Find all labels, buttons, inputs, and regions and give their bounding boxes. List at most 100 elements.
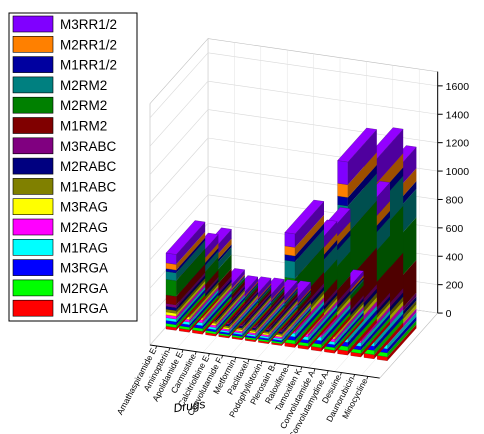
bar-segment-side	[189, 287, 219, 323]
bar-segment-side	[215, 286, 245, 322]
legend-swatch	[12, 218, 54, 236]
bar-segment-side	[242, 295, 272, 330]
gridline	[149, 109, 209, 175]
x-tick	[260, 361, 263, 365]
z-tick-label: 600	[446, 223, 464, 235]
bar-segment-side	[321, 308, 351, 345]
bar-segment-side	[374, 309, 404, 347]
bar-segment-side	[176, 222, 206, 265]
legend-label: M2RM2	[60, 98, 107, 113]
bar-segment-side	[215, 299, 245, 334]
legend-label: M2RR1/2	[60, 37, 117, 52]
bar-segment-side	[387, 316, 417, 353]
bar-segment-side	[176, 272, 206, 308]
bar-segment-side	[347, 314, 377, 351]
bar-segment-side	[308, 313, 338, 350]
legend-swatch	[12, 299, 54, 317]
bar-segment-side	[281, 301, 311, 336]
z-tick-label: 0	[446, 308, 452, 320]
bar-segment-side	[268, 307, 298, 342]
bar-segment-side	[361, 306, 390, 343]
bar-segment-side	[176, 240, 206, 281]
bar-segment-side	[255, 307, 285, 342]
z-tick-label: 1400	[446, 109, 470, 121]
bar-top	[284, 199, 325, 235]
bar-segment-side	[242, 302, 272, 337]
x-tick	[247, 359, 250, 363]
z-tick-label: 1200	[446, 138, 470, 150]
z-tick-label: 1600	[446, 81, 470, 93]
bar-segment-side	[176, 263, 206, 305]
bar-segment-side	[334, 303, 364, 339]
bar-segment-side	[176, 286, 206, 322]
bar-segment-side	[308, 310, 338, 347]
bar-segment-side	[229, 297, 258, 332]
x-tick	[208, 353, 210, 357]
bar-segment-side	[176, 295, 206, 331]
x-tick	[287, 364, 289, 369]
x-tick	[274, 362, 276, 367]
bar-segment-side	[374, 322, 404, 359]
bar-segment-side	[347, 165, 377, 206]
bar-segment-side	[295, 300, 324, 337]
bar-segment-side	[308, 304, 338, 341]
bar-segment-side	[281, 297, 311, 332]
bar-segment	[337, 183, 348, 198]
bar-segment-side	[308, 307, 338, 344]
bar-segment-side	[189, 292, 219, 328]
legend-swatch	[12, 96, 54, 114]
bar-segment-side	[321, 315, 351, 352]
bar-segment-side	[374, 317, 404, 355]
x-axis-title: Drugs	[173, 397, 207, 415]
bar-segment-side	[387, 324, 417, 361]
gridline	[207, 52, 438, 87]
bar-segment-side	[255, 294, 285, 329]
bar-segment-side	[308, 301, 338, 337]
bar-segment-side	[176, 278, 206, 314]
legend-label: M1RAG	[60, 240, 108, 255]
bar-segment	[165, 279, 177, 297]
bar-segment-side	[347, 129, 377, 185]
x-tick	[340, 372, 342, 376]
x-tick	[181, 349, 184, 353]
bar-segment-side	[202, 298, 232, 335]
bar-segment-side	[255, 297, 285, 332]
bar-segment-side	[347, 152, 377, 198]
bar-segment-side	[255, 295, 285, 330]
bar-segment-side	[387, 312, 417, 349]
bar-segment-side	[295, 223, 324, 262]
legend-label: M1RM2	[60, 119, 107, 134]
bar-segment-side	[374, 129, 404, 186]
bar-segment-side	[242, 304, 272, 339]
bar-segment-side	[334, 315, 364, 351]
bar-segment-side	[268, 306, 298, 341]
bar-segment-side	[347, 309, 377, 347]
x-tick	[234, 357, 237, 361]
legend-swatch	[12, 76, 54, 94]
bar-segment-side	[295, 311, 324, 348]
bar-segment-side	[334, 309, 364, 345]
bar-segment-side	[361, 321, 390, 357]
legend-label: M2RABC	[60, 159, 117, 174]
bar-segment-side	[189, 289, 219, 325]
bar-segment-side	[229, 293, 258, 328]
x-tick	[194, 351, 197, 355]
legend-label: M1RR1/2	[60, 58, 117, 73]
bar-segment-side	[281, 311, 311, 346]
bar-segment	[165, 294, 177, 306]
bar-segment-side	[295, 297, 324, 334]
bar-segment-side	[202, 287, 232, 323]
bar-segment	[284, 259, 296, 279]
bar-segment-side	[334, 317, 364, 354]
bar-segment-side	[215, 295, 245, 330]
bar-segment-side	[242, 305, 272, 340]
bar-segment-side	[268, 304, 298, 339]
bar-segment	[284, 245, 296, 257]
legend-swatch	[12, 35, 54, 53]
legend-label: M2RM2	[60, 78, 107, 93]
legend-label: M1RABC	[60, 179, 117, 194]
bar-segment-side	[176, 248, 206, 297]
bar-segment-side	[215, 293, 245, 328]
bar-segment-side	[361, 310, 390, 347]
